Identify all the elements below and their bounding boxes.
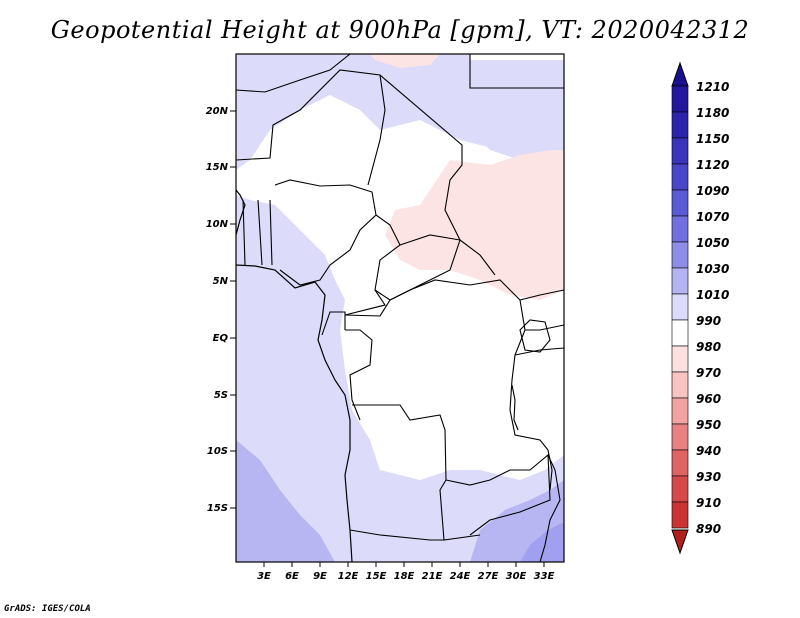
lon-labels: 3E 6E 9E 12E 15E 18E 21E 24E 27E 30E 33E bbox=[257, 571, 554, 582]
field-medium-blue-sw bbox=[236, 440, 335, 562]
border-libya-egypt bbox=[469, 54, 564, 89]
lon-label: 18E bbox=[394, 571, 415, 582]
lat-label: 10N bbox=[206, 219, 229, 230]
colorbar-segment bbox=[671, 163, 689, 191]
field-deep-blue-se bbox=[520, 522, 564, 562]
colorbar-segment bbox=[671, 137, 689, 165]
colorbar-label: 940 bbox=[696, 444, 721, 458]
colorbar-label: 1070 bbox=[696, 210, 729, 224]
colorbar-label: 910 bbox=[696, 496, 721, 510]
lake-tanganyika bbox=[511, 384, 519, 431]
lon-label: 33E bbox=[534, 571, 555, 582]
lon-label: 3E bbox=[257, 571, 271, 582]
lon-axis bbox=[263, 562, 545, 567]
colorbar: 1210 1180 1150 1120 1090 1070 1050 1030 … bbox=[671, 61, 729, 555]
field-pink-north bbox=[370, 54, 440, 68]
lat-label: 15N bbox=[206, 162, 229, 173]
border-east-africa bbox=[514, 289, 564, 356]
colorbar-segment bbox=[671, 345, 689, 373]
border-angola bbox=[352, 404, 481, 541]
country-borders bbox=[236, 54, 564, 562]
lat-label: 20N bbox=[206, 106, 229, 117]
colorbar-label: 1030 bbox=[696, 262, 729, 276]
map-title: Geopotential Height at 900hPa [gpm], VT:… bbox=[50, 16, 750, 44]
lat-label: 10S bbox=[207, 446, 228, 457]
colorbar-segment bbox=[671, 319, 689, 347]
border-angola-south bbox=[349, 529, 444, 541]
colorbar-segment bbox=[671, 215, 689, 243]
colorbar-segment bbox=[671, 85, 689, 113]
colorbar-label: 970 bbox=[696, 366, 721, 380]
colorbar-segment bbox=[671, 111, 689, 139]
colorbar-label: 990 bbox=[696, 314, 721, 328]
colorbar-label: 1180 bbox=[696, 106, 729, 120]
colorbar-label: 1090 bbox=[696, 184, 729, 198]
lon-label: 12E bbox=[338, 571, 359, 582]
lon-label: 15E bbox=[366, 571, 387, 582]
border-north-sahara bbox=[236, 54, 351, 93]
lat-label: 5S bbox=[214, 390, 228, 401]
lon-label: 30E bbox=[506, 571, 527, 582]
lat-label: 5N bbox=[213, 276, 229, 287]
border-nigeria bbox=[274, 179, 377, 286]
colorbar-label: 1120 bbox=[696, 158, 729, 172]
lat-labels: 20N 15N 10N 5N EQ 5S 10S 15S bbox=[206, 106, 229, 514]
coastline bbox=[236, 189, 353, 562]
colorbar-segment bbox=[671, 501, 689, 529]
colorbar-label: 1010 bbox=[696, 288, 729, 302]
colorbar-segment bbox=[671, 475, 689, 503]
colorbar-label: 890 bbox=[696, 522, 721, 536]
border-cameroon bbox=[344, 214, 401, 316]
colorbar-segment bbox=[671, 371, 689, 399]
colorbar-segment bbox=[671, 267, 689, 295]
colorbar-label: 1210 bbox=[696, 80, 729, 94]
border-zambia bbox=[445, 453, 551, 536]
colorbar-segment bbox=[671, 293, 689, 321]
border-gabon bbox=[321, 311, 346, 336]
colorbar-labels: 1210 1180 1150 1120 1090 1070 1050 1030 … bbox=[696, 80, 729, 536]
colorbar-label: 1050 bbox=[696, 236, 729, 250]
grads-credit: GrADS: IGES/COLA bbox=[4, 604, 91, 614]
colorbar-label: 1150 bbox=[696, 132, 729, 146]
colorbar-segment bbox=[671, 189, 689, 217]
lon-label: 6E bbox=[285, 571, 299, 582]
field-pink-east bbox=[385, 150, 564, 300]
map-frame bbox=[235, 53, 565, 563]
colorbar-segment bbox=[671, 449, 689, 477]
colorbar-label: 950 bbox=[696, 418, 721, 432]
colorbar-top-triangle bbox=[671, 61, 689, 87]
lon-label: 21E bbox=[422, 571, 443, 582]
map-field bbox=[236, 54, 564, 562]
border-mozambique bbox=[539, 454, 561, 562]
colorbar-segment bbox=[671, 423, 689, 451]
colorbar-segment bbox=[671, 397, 689, 425]
lon-label: 24E bbox=[450, 571, 471, 582]
colorbar-segments bbox=[671, 85, 689, 529]
lake-malawi bbox=[547, 449, 553, 491]
field-light-blue-ne bbox=[470, 60, 564, 160]
colorbar-label: 930 bbox=[696, 470, 721, 484]
coastline-west bbox=[236, 264, 353, 562]
coastline-nw bbox=[236, 189, 246, 236]
lon-label: 27E bbox=[478, 571, 499, 582]
lat-label: EQ bbox=[213, 333, 229, 344]
border-chad-sudan bbox=[379, 74, 496, 276]
colorbar-label: 980 bbox=[696, 340, 721, 354]
colorbar-segment bbox=[671, 241, 689, 269]
colorbar-bottom-triangle bbox=[671, 529, 689, 555]
border-drc-west bbox=[345, 329, 373, 421]
lat-label: 15S bbox=[207, 503, 228, 514]
lake-victoria bbox=[519, 319, 551, 353]
border-west-sahel bbox=[236, 69, 386, 186]
lat-axis bbox=[230, 110, 236, 509]
border-congo bbox=[344, 279, 526, 331]
colorbar-label: 960 bbox=[696, 392, 721, 406]
lon-label: 9E bbox=[313, 571, 327, 582]
